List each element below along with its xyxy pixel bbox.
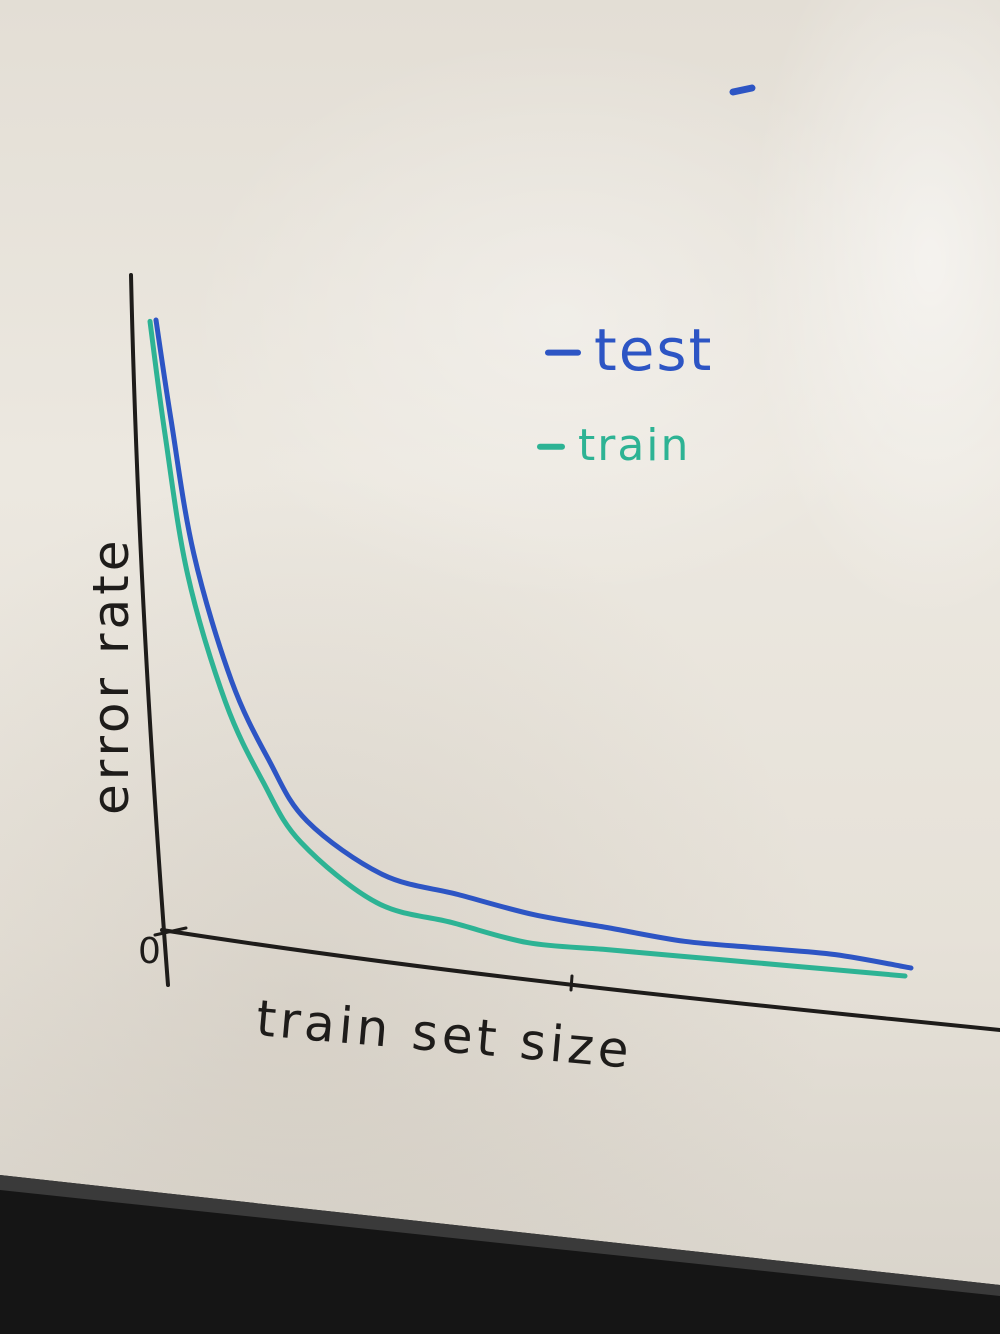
legend-label-test: test xyxy=(594,316,713,384)
origin-tick xyxy=(153,926,188,937)
origin-label: 0 xyxy=(138,931,161,972)
series-line-test xyxy=(153,317,914,971)
x-axis-label: train set size xyxy=(254,989,635,1080)
y-axis xyxy=(129,273,170,987)
series-line-train xyxy=(147,318,908,979)
series-layer xyxy=(147,317,914,979)
legend-label-train: train xyxy=(578,420,690,471)
axes xyxy=(129,273,1000,1032)
legend: test train xyxy=(537,316,713,471)
y-axis-label: error rate xyxy=(82,536,140,815)
x-axis-tick xyxy=(569,974,574,992)
stray-marker xyxy=(729,84,756,96)
x-axis xyxy=(160,928,1000,1032)
